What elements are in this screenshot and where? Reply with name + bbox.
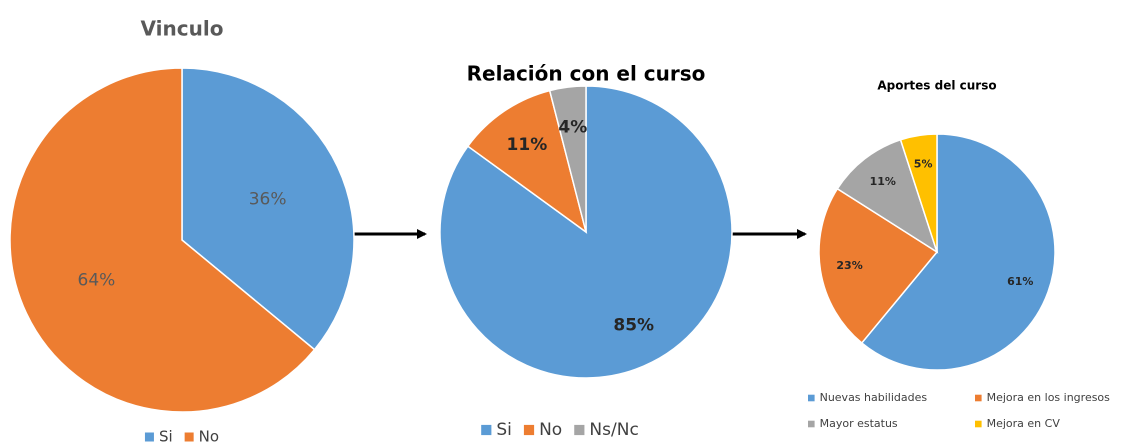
legend-swatch [574,424,585,436]
data-label: 61% [1007,275,1033,288]
legend-swatch [184,432,194,442]
pie-slice [9,67,316,413]
legend-swatch [481,424,492,436]
pie-slice [899,133,938,253]
data-label: 36% [249,190,287,210]
pie-slice [466,89,588,234]
legend-label: Si [496,420,512,440]
legend-label: Ns/Nc [589,420,638,440]
legend-label: Mejora en los ingresos [987,391,1111,404]
legend-label: Nuevas habilidades [820,391,928,404]
data-label: 64% [78,270,116,290]
data-label: 23% [836,259,862,272]
legend-label: No [199,428,219,444]
legend-label: Mejora en CV [987,417,1061,430]
legend-label: Si [159,428,173,444]
pie-slice [818,187,939,344]
chart-title: Relación con el curso [467,62,706,86]
legend-swatch [975,394,982,402]
data-label: 5% [914,158,933,171]
pie-slice [181,67,355,351]
pie-slice [548,85,587,233]
data-label: 11% [507,135,548,155]
data-label: 4% [558,118,587,138]
data-label: 11% [870,175,896,188]
chart-title: Vinculo [141,17,224,41]
data-label: 85% [613,316,654,336]
pie-slice [836,138,939,254]
chart-title: Aportes del curso [877,79,996,93]
legend-swatch [808,420,815,428]
pie-slice [860,133,1056,371]
legend-swatch [144,432,154,442]
legend-swatch [975,420,982,428]
legend-swatch [523,424,535,436]
legend-label: No [539,420,562,440]
legend-label: Mayor estatus [820,417,898,430]
legend-swatch [808,394,815,402]
